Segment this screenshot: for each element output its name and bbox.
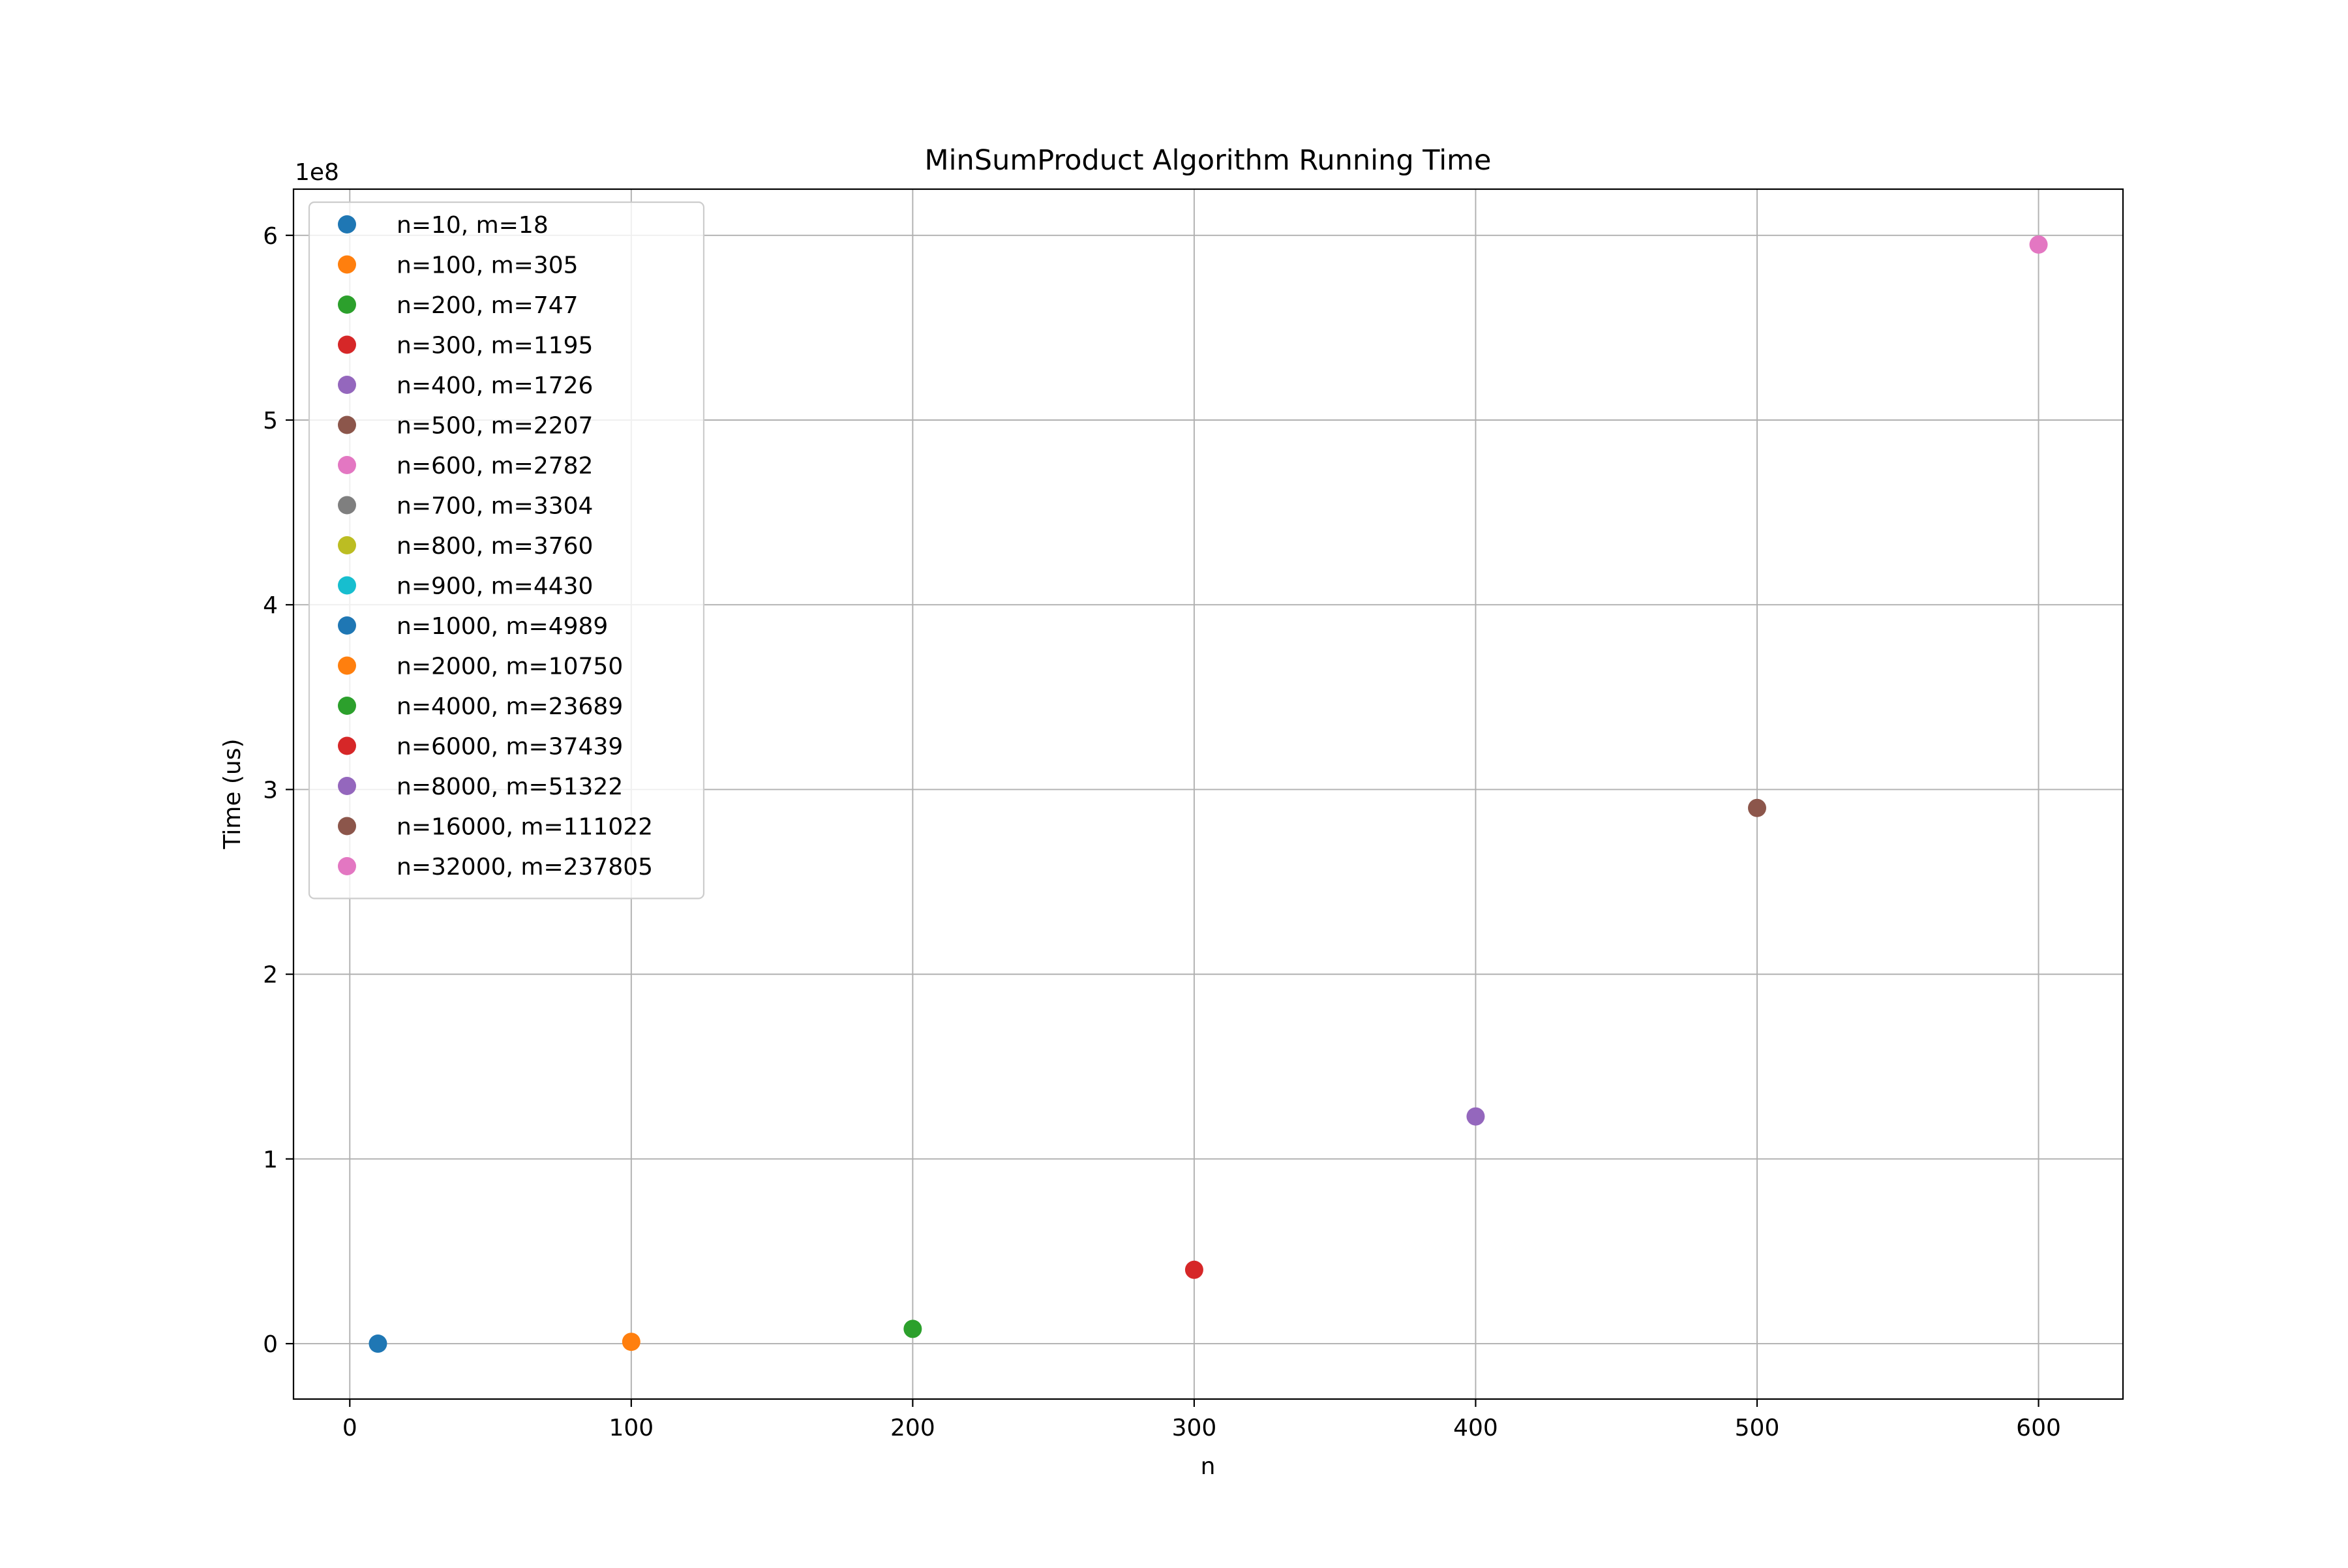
legend-marker (338, 656, 356, 675)
chart-title: MinSumProduct Algorithm Running Time (924, 144, 1491, 177)
axis-ticks: 0 100 200 300 400 500 600 0 1 2 3 4 5 6 (263, 223, 2061, 1441)
legend-frame (308, 201, 705, 899)
y-tick-label: 1 (263, 1147, 278, 1173)
legend: n=10, m=18 n=100, m=305 n=200, m=747 n=300,… (308, 201, 705, 899)
legend-marker (338, 335, 356, 354)
legend-marker (338, 215, 356, 234)
data-point (2029, 235, 2048, 254)
legend-entry-label: n=500, m=2207 (397, 413, 593, 440)
x-tick-label: 0 (342, 1415, 357, 1441)
legend-entry-label: n=200, m=747 (397, 292, 579, 319)
legend-marker (338, 496, 356, 515)
y-tick-label: 6 (263, 223, 278, 250)
x-tick-label: 500 (1735, 1415, 1780, 1441)
legend-entry-label: n=16000, m=111022 (397, 814, 653, 841)
legend-entry-label: n=1000, m=4989 (397, 613, 608, 640)
legend-marker (338, 857, 356, 875)
y-tick-label: 0 (263, 1331, 278, 1358)
x-tick-label: 300 (1172, 1415, 1217, 1441)
data-points (369, 235, 2048, 1353)
data-point (1184, 1260, 1203, 1279)
x-tick-label: 200 (890, 1415, 935, 1441)
y-tick-label: 4 (263, 592, 278, 619)
legend-marker (338, 817, 356, 836)
x-tick-label: 600 (2016, 1415, 2061, 1441)
legend-marker (338, 616, 356, 635)
data-point (622, 1333, 640, 1351)
data-point (1748, 798, 1766, 817)
legend-entry-label: n=900, m=4430 (397, 573, 593, 600)
plot-area-frame (292, 188, 2124, 1400)
y-tick-label: 3 (263, 777, 278, 804)
legend-entry-label: n=32000, m=237805 (397, 854, 653, 881)
legend-entry-label: n=400, m=1726 (397, 372, 593, 399)
legend-marker (338, 697, 356, 715)
x-tick-label: 100 (609, 1415, 654, 1441)
legend-entry-label: n=300, m=1195 (397, 333, 593, 359)
legend-entry-label: n=100, m=305 (397, 252, 579, 279)
legend-entry-label: n=600, m=2782 (397, 453, 593, 479)
data-point (1466, 1107, 1485, 1126)
legend-marker (338, 736, 356, 755)
x-axis-label: n (1201, 1453, 1216, 1480)
legend-entry-label: n=8000, m=51322 (397, 774, 623, 800)
y-axis-label: Time (us) (219, 738, 246, 849)
legend-entry-label: n=10, m=18 (397, 212, 549, 239)
data-point (369, 1334, 387, 1353)
legend-marker (338, 255, 356, 274)
legend-entry-label: n=800, m=3760 (397, 533, 593, 560)
data-point (903, 1319, 922, 1338)
legend-marker (338, 576, 356, 595)
x-tick-label: 400 (1453, 1415, 1498, 1441)
legend-marker (338, 376, 356, 394)
legend-marker (338, 777, 356, 795)
legend-marker (338, 415, 356, 434)
legend-marker (338, 295, 356, 314)
y-tick-label: 2 (263, 962, 278, 989)
legend-entry-label: n=700, m=3304 (397, 493, 593, 520)
legend-entry-label: n=4000, m=23689 (397, 693, 623, 720)
legend-entry-label: n=2000, m=10750 (397, 654, 623, 680)
legend-marker (338, 456, 356, 474)
legend-marker (338, 536, 356, 554)
y-axis-offset-label: 1e8 (295, 159, 339, 186)
y-tick-label: 5 (263, 408, 278, 434)
legend-entry-label: n=6000, m=37439 (397, 734, 623, 761)
